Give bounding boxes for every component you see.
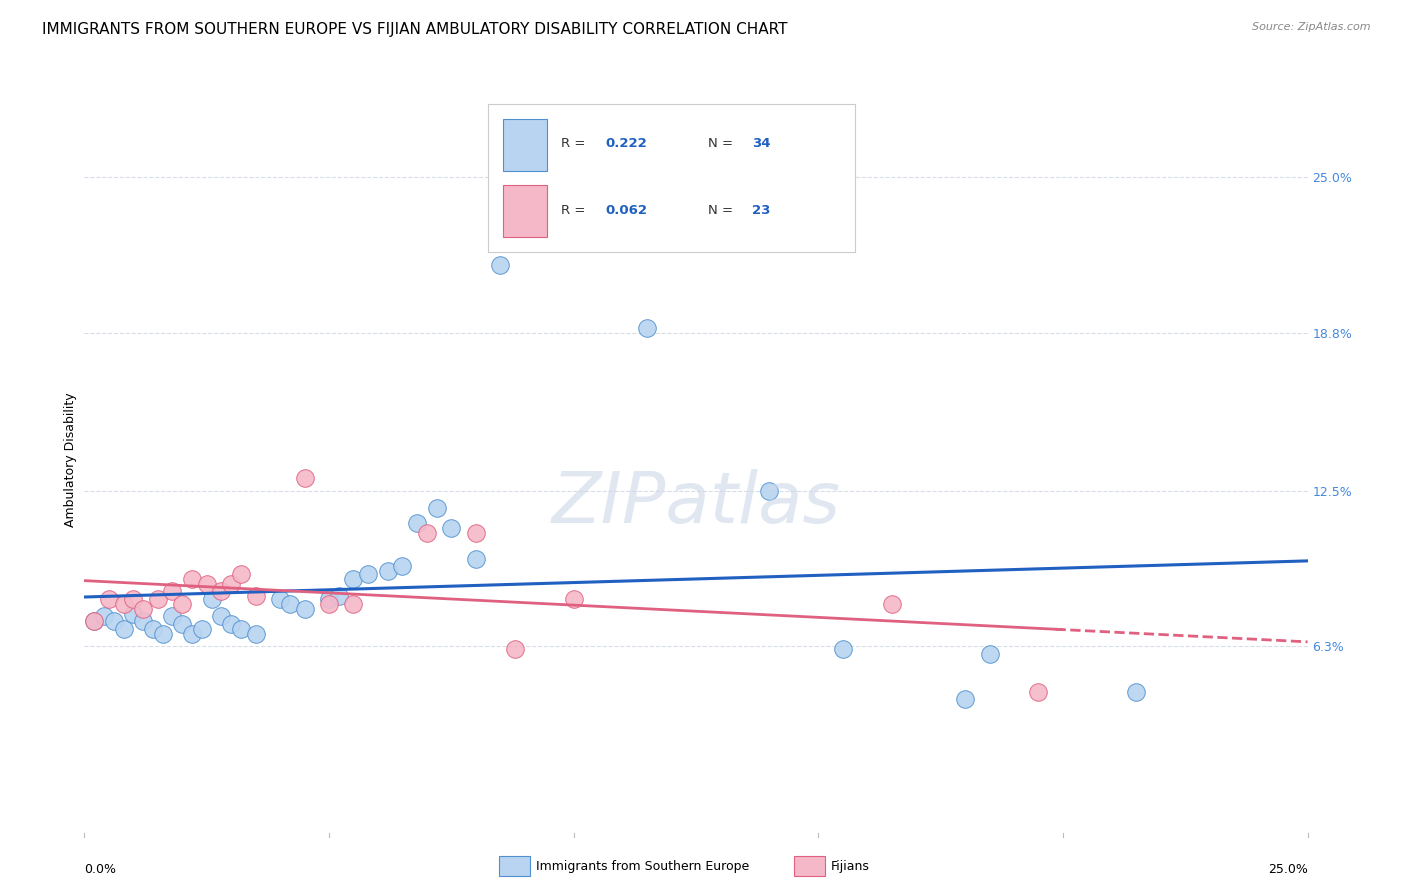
- Point: [97, 591, 120, 606]
- Point: [93, 609, 115, 624]
- Point: [132, 601, 155, 615]
- Point: [440, 521, 463, 535]
- Point: [245, 589, 267, 603]
- Point: [245, 627, 267, 641]
- Point: [103, 614, 125, 628]
- Point: [122, 607, 145, 621]
- Point: [342, 597, 364, 611]
- Point: [953, 692, 976, 706]
- Point: [294, 471, 316, 485]
- Point: [83, 614, 105, 628]
- Point: [229, 622, 252, 636]
- Point: [83, 614, 105, 628]
- Point: [426, 501, 449, 516]
- Point: [269, 591, 291, 606]
- Point: [191, 622, 214, 636]
- Point: [464, 526, 486, 541]
- Point: [357, 566, 380, 581]
- Point: [229, 566, 252, 581]
- Point: [172, 597, 194, 611]
- Point: [880, 597, 903, 611]
- Point: [328, 589, 350, 603]
- Point: [112, 622, 135, 636]
- Text: ZIPatlas: ZIPatlas: [551, 469, 841, 538]
- Point: [489, 258, 512, 272]
- Point: [278, 597, 301, 611]
- Point: [219, 576, 242, 591]
- Point: [979, 647, 1001, 661]
- Point: [209, 584, 232, 599]
- Point: [209, 609, 232, 624]
- Point: [181, 572, 204, 586]
- Text: IMMIGRANTS FROM SOUTHERN EUROPE VS FIJIAN AMBULATORY DISABILITY CORRELATION CHAR: IMMIGRANTS FROM SOUTHERN EUROPE VS FIJIA…: [42, 22, 787, 37]
- Point: [831, 641, 853, 656]
- Point: [377, 564, 399, 578]
- Point: [1028, 684, 1050, 698]
- Point: [219, 616, 242, 631]
- Point: [416, 526, 439, 541]
- Point: [1125, 684, 1147, 698]
- Point: [112, 597, 135, 611]
- Point: [342, 572, 364, 586]
- Point: [391, 559, 413, 574]
- Point: [758, 483, 780, 498]
- Text: Immigrants from Southern Europe: Immigrants from Southern Europe: [536, 860, 749, 872]
- Point: [162, 584, 184, 599]
- Point: [146, 591, 169, 606]
- Point: [200, 591, 222, 606]
- Point: [636, 320, 658, 334]
- Point: [464, 551, 486, 566]
- Point: [562, 591, 585, 606]
- Text: 25.0%: 25.0%: [1268, 863, 1308, 876]
- Point: [294, 601, 316, 615]
- Point: [162, 609, 184, 624]
- Y-axis label: Ambulatory Disability: Ambulatory Disability: [65, 392, 77, 526]
- Point: [181, 627, 204, 641]
- Point: [406, 516, 429, 531]
- Point: [132, 614, 155, 628]
- Point: [318, 597, 340, 611]
- Point: [318, 591, 340, 606]
- Text: 0.0%: 0.0%: [84, 863, 117, 876]
- Point: [122, 591, 145, 606]
- Point: [152, 627, 174, 641]
- Point: [503, 641, 526, 656]
- Text: Fijians: Fijians: [831, 860, 870, 872]
- Point: [195, 576, 218, 591]
- Point: [172, 616, 194, 631]
- Point: [142, 622, 165, 636]
- Text: Source: ZipAtlas.com: Source: ZipAtlas.com: [1253, 22, 1371, 32]
